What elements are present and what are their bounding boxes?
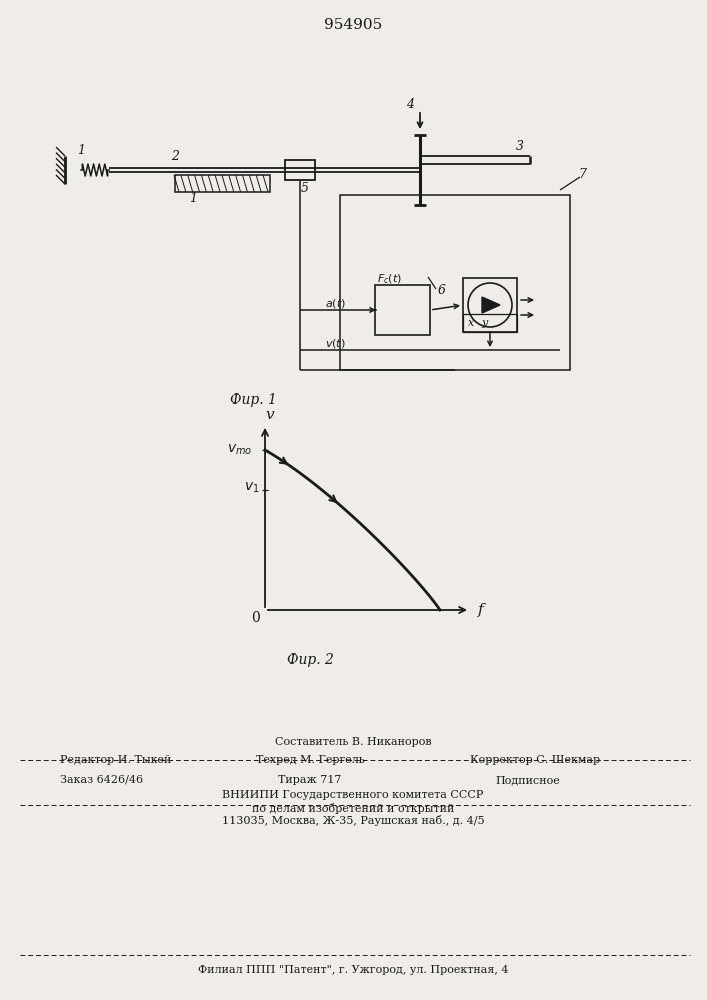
Text: 0: 0	[250, 611, 259, 625]
Text: 1: 1	[77, 143, 85, 156]
Text: $v_1$: $v_1$	[243, 481, 259, 495]
Text: 954905: 954905	[324, 18, 382, 32]
Text: 7: 7	[578, 168, 586, 182]
Text: $v(t)$: $v(t)$	[325, 336, 346, 350]
Bar	[463, 278, 517, 332]
Text: 5: 5	[301, 182, 309, 194]
Text: Тираж 717: Тираж 717	[279, 775, 341, 785]
Text: 6: 6	[438, 284, 446, 296]
Bar	[375, 285, 430, 335]
Text: f: f	[478, 603, 484, 617]
Bar	[175, 175, 270, 192]
Text: y: y	[482, 318, 488, 328]
Text: v: v	[266, 408, 274, 422]
Text: по делам изобретений и открытий: по делам изобретений и открытий	[252, 802, 454, 814]
Text: Составитель В. Никаноров: Составитель В. Никаноров	[275, 737, 431, 747]
Bar	[285, 160, 315, 180]
Text: 3: 3	[516, 139, 524, 152]
Text: Филиал ППП "Патент", г. Ужгород, ул. Проектная, 4: Филиал ППП "Патент", г. Ужгород, ул. Про…	[198, 965, 508, 975]
Text: Фир. 2: Фир. 2	[286, 653, 334, 667]
Text: Заказ 6426/46: Заказ 6426/46	[60, 775, 143, 785]
Text: Подписное: Подписное	[495, 775, 560, 785]
Text: 1: 1	[189, 192, 197, 206]
Text: $a(t)$: $a(t)$	[325, 296, 346, 310]
Text: x: x	[468, 318, 474, 328]
Text: ВНИИПИ Государственного комитета СССР: ВНИИПИ Государственного комитета СССР	[222, 790, 484, 800]
Text: $F_c(t)$: $F_c(t)$	[377, 272, 402, 286]
Text: Техред М. Гергель: Техред М. Гергель	[256, 755, 364, 765]
Text: Редактор И. Тыкей: Редактор И. Тыкей	[60, 755, 171, 765]
Text: 113035, Москва, Ж-35, Раушская наб., д. 4/5: 113035, Москва, Ж-35, Раушская наб., д. …	[222, 816, 484, 826]
Bar	[340, 195, 570, 370]
Text: 4: 4	[406, 99, 414, 111]
Text: $v_{mo}$: $v_{mo}$	[227, 443, 252, 457]
Polygon shape	[482, 297, 500, 313]
Bar	[463, 314, 517, 332]
Text: Фир. 1: Фир. 1	[230, 393, 277, 407]
Text: Корректор С. Шекмар: Корректор С. Шекмар	[470, 755, 600, 765]
Text: 2: 2	[171, 149, 179, 162]
